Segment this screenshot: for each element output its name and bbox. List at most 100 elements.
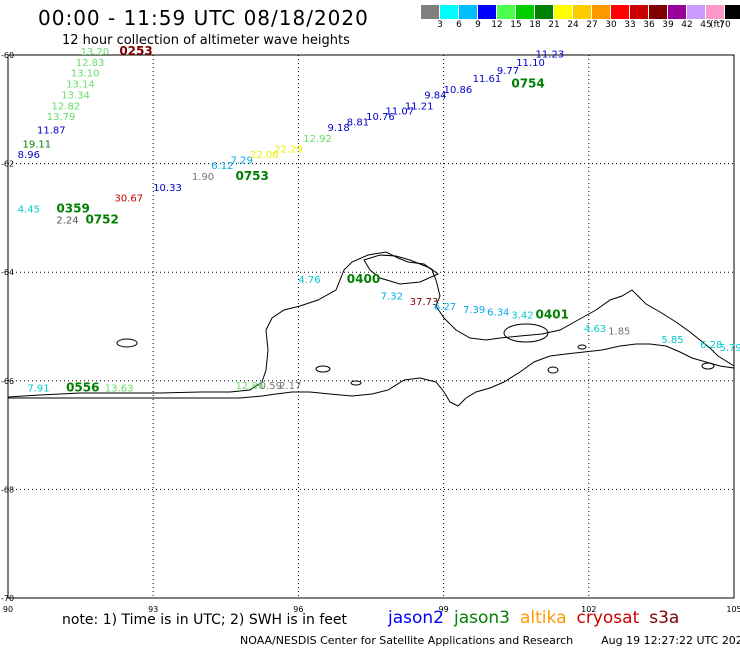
lon-tick-label: 90 <box>3 605 13 614</box>
island-outline <box>350 380 362 386</box>
colorbar-tick-label: 18 <box>529 20 541 30</box>
wave-height-label: 13.79 <box>47 112 76 123</box>
wave-height-label: 9.84 <box>424 90 446 101</box>
wave-height-label: 7.29 <box>231 156 253 167</box>
pass-time-label: 0401 <box>536 307 569 321</box>
lon-tick-label: 96 <box>293 605 303 614</box>
wave-height-label: 11.23 <box>536 50 565 61</box>
pass-time-label: 0753 <box>235 169 268 183</box>
colorbar-tick-label: 33 <box>624 20 636 30</box>
wave-height-label: 13.20 <box>81 47 110 58</box>
colorbar-swatch <box>573 5 592 19</box>
lat-tick-label: -60 <box>1 51 14 60</box>
wave-height-label: 37.73 <box>410 297 439 308</box>
colorbar-tick-label: 24 <box>567 20 579 30</box>
pass-time-label: 0556 <box>66 381 99 395</box>
pass-time-label: 0754 <box>511 77 544 91</box>
satellite-legend: jason2 jason3 altika cryosat s3a <box>388 608 689 628</box>
wave-height-label: 5.79 <box>719 343 740 354</box>
map-frame <box>7 54 735 599</box>
island-outline <box>577 344 587 350</box>
lon-tick-label: 102 <box>581 605 596 614</box>
pass-time-label: 0752 <box>85 212 118 226</box>
legend-jason2: jason2 <box>388 608 444 628</box>
island-outline <box>315 365 331 373</box>
wave-height-label: 19.11 <box>23 139 52 150</box>
lat-tick-label: -62 <box>1 160 14 169</box>
wave-height-label: 6.34 <box>487 308 509 319</box>
colorbar-swatch <box>554 5 573 19</box>
note-text: note: 1) Time is in UTC; 2) SWH is in fe… <box>62 612 348 628</box>
colorbar-swatch <box>497 5 516 19</box>
legend-cryosat: cryosat <box>576 608 640 628</box>
lat-tick-label: -70 <box>1 594 14 603</box>
colorbar-swatch <box>611 5 630 19</box>
wave-height-label: 8.96 <box>18 150 40 161</box>
colorbar-swatch <box>478 5 497 19</box>
wave-height-label: 10.86 <box>444 85 473 96</box>
colorbar-tick-label: 36 <box>643 20 655 30</box>
wave-height-label: 12.83 <box>76 58 105 69</box>
legend-jason3: jason3 <box>454 608 510 628</box>
lat-tick-label: -68 <box>1 485 14 494</box>
pass-time-label: 0400 <box>347 272 380 286</box>
wave-height-label: 5.85 <box>661 335 683 346</box>
wave-height-label: 13.14 <box>66 80 95 91</box>
island-outline <box>701 362 715 370</box>
colorbar-tick-label: 39 <box>662 20 674 30</box>
wave-height-label: 10.33 <box>153 183 182 194</box>
wave-height-label: 13.63 <box>105 384 134 395</box>
colorbar-swatch <box>668 5 687 19</box>
colorbar-swatch <box>592 5 611 19</box>
wave-height-label: 6.12 <box>211 161 233 172</box>
wave-height-label: 3.42 <box>511 310 533 321</box>
wave-height-label: 22.06 <box>250 150 279 161</box>
colorbar-swatch <box>725 5 740 19</box>
wave-height-label: 4.63 <box>584 324 606 335</box>
colorbar-swatch <box>440 5 459 19</box>
colorbar-swatch <box>649 5 668 19</box>
lon-tick-label: 99 <box>439 605 449 614</box>
credit-text: NOAA/NESDIS Center for Satellite Applica… <box>240 634 574 647</box>
colorbar-swatch <box>421 5 440 19</box>
wave-height-label: 8.81 <box>347 118 369 129</box>
wave-height-label: 11.21 <box>405 101 434 112</box>
wave-height-label: 9.18 <box>327 123 349 134</box>
wave-height-label: 1.90 <box>192 172 214 183</box>
colorbar-unit: (ft) <box>710 20 724 30</box>
colorbar-tick-label: 45 <box>700 20 712 30</box>
island-outline <box>547 366 559 374</box>
colorbar-swatch <box>706 5 725 19</box>
island-outline <box>116 338 138 348</box>
colorbar-swatch <box>459 5 478 19</box>
wave-height-label: 12.82 <box>52 101 81 112</box>
colorbar-tick-label: 6 <box>456 20 462 30</box>
wave-height-label: 0.59 <box>260 381 282 392</box>
timestamp: Aug 19 12:27:22 UTC 2020 <box>601 634 740 647</box>
wave-height-label: 9.77 <box>497 66 519 77</box>
wave-height-label: 30.67 <box>114 194 143 205</box>
wave-height-label: 6.27 <box>434 302 456 313</box>
wave-height-label: 6.28 <box>700 340 722 351</box>
wave-height-label: 11.10 <box>516 58 545 69</box>
wave-height-label: 13.10 <box>71 69 100 80</box>
colorbar-swatch <box>687 5 706 19</box>
wave-height-label: 2.24 <box>56 215 78 226</box>
lon-tick-label: 105 <box>726 605 740 614</box>
wave-height-label: 22.29 <box>274 145 303 156</box>
pass-time-label: 0359 <box>56 201 89 215</box>
wave-height-label: 7.32 <box>381 291 403 302</box>
island-outline <box>363 254 439 285</box>
wave-height-label: 11.61 <box>473 74 502 85</box>
colorbar-swatch <box>630 5 649 19</box>
lon-tick-label: 93 <box>148 605 158 614</box>
wave-height-label: 7.91 <box>27 384 49 395</box>
colorbar-tick-label: 70 <box>719 20 731 30</box>
wave-height-label: 4.76 <box>298 275 320 286</box>
wave-height-label: 4.45 <box>18 204 40 215</box>
chart-subtitle: 12 hour collection of altimeter wave hei… <box>62 33 350 48</box>
colorbar-tick-label: 3 <box>437 20 443 30</box>
pass-time-label: 0253 <box>119 44 152 58</box>
colorbar <box>421 5 740 19</box>
